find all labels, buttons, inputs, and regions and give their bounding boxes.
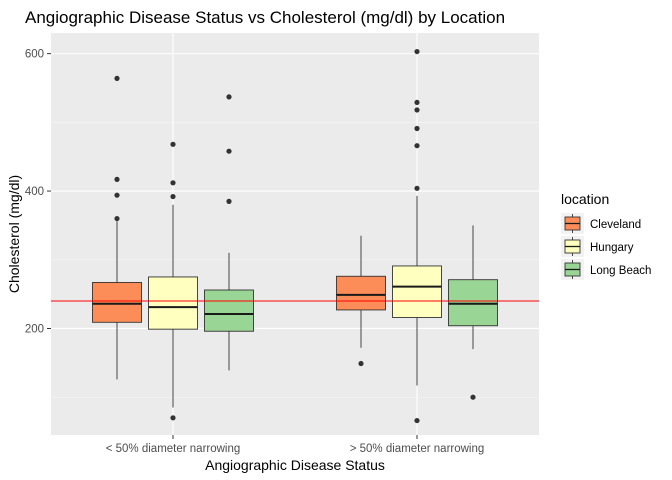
outlier-point bbox=[170, 141, 176, 147]
outlier-point bbox=[170, 415, 176, 421]
outlier-point bbox=[414, 99, 420, 106]
legend-item: Long Beach bbox=[561, 259, 651, 280]
y-tick-label: 600 bbox=[25, 49, 44, 61]
x-axis: < 50% diameter narrowing > 50% diameter n… bbox=[106, 435, 485, 455]
legend-label: Cleveland bbox=[590, 219, 641, 231]
outlier-point bbox=[114, 215, 120, 222]
outlier-point bbox=[470, 394, 476, 400]
y-tick-label: 200 bbox=[25, 323, 44, 335]
boxplot bbox=[92, 75, 142, 380]
outlier-point bbox=[358, 360, 364, 367]
box bbox=[392, 265, 442, 318]
outlier-point bbox=[414, 143, 420, 149]
boxplot bbox=[392, 48, 442, 424]
outlier-point bbox=[226, 148, 232, 154]
plot-panel bbox=[51, 33, 539, 435]
boxplot bbox=[204, 94, 254, 371]
outlier-point bbox=[114, 192, 120, 198]
boxplot bbox=[148, 141, 198, 421]
legend-label: Hungary bbox=[590, 242, 634, 254]
legend: location Cleveland Hungary Long Beach bbox=[561, 191, 651, 280]
box bbox=[92, 281, 142, 323]
outlier-point bbox=[414, 125, 420, 132]
x-axis-title: Angiographic Disease Status bbox=[205, 457, 385, 473]
chart-title: Angiographic Disease Status vs Cholester… bbox=[25, 8, 505, 27]
outlier-point bbox=[114, 75, 120, 81]
y-axis-title: Cholesterol (mg/dl) bbox=[6, 175, 22, 293]
box bbox=[148, 276, 198, 330]
outlier-point bbox=[226, 94, 232, 100]
outlier-point bbox=[170, 193, 176, 200]
box bbox=[336, 275, 386, 311]
boxplot bbox=[448, 225, 498, 400]
x-tick-label: > 50% diameter narrowing bbox=[350, 443, 485, 455]
box bbox=[448, 279, 498, 327]
outlier-point bbox=[226, 198, 232, 204]
x-tick-label: < 50% diameter narrowing bbox=[106, 443, 241, 455]
outlier-point bbox=[414, 185, 420, 191]
outlier-point bbox=[414, 48, 420, 55]
legend-title: location bbox=[561, 191, 609, 207]
y-tick-label: 400 bbox=[25, 186, 44, 198]
legend-label: Long Beach bbox=[590, 265, 651, 277]
boxplot bbox=[336, 235, 386, 367]
y-axis: 200 400 600 bbox=[25, 49, 51, 335]
legend-item: Cleveland bbox=[561, 213, 641, 234]
outlier-point bbox=[414, 417, 420, 424]
outlier-point bbox=[414, 107, 420, 113]
boxplots bbox=[92, 48, 498, 424]
outlier-point bbox=[170, 180, 176, 186]
outlier-point bbox=[114, 176, 120, 182]
legend-item: Hungary bbox=[561, 236, 634, 257]
box bbox=[204, 289, 254, 332]
grid-minor bbox=[51, 122, 539, 398]
